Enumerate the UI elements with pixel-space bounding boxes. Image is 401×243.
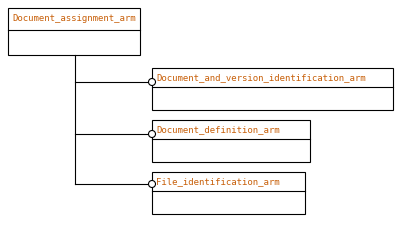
Circle shape bbox=[148, 130, 156, 138]
Text: Document_assignment_arm: Document_assignment_arm bbox=[12, 14, 136, 23]
Bar bbox=[8, 8, 140, 55]
Circle shape bbox=[148, 181, 156, 188]
Bar bbox=[152, 68, 393, 110]
Text: File_identification_arm: File_identification_arm bbox=[156, 177, 279, 186]
Text: Document_definition_arm: Document_definition_arm bbox=[156, 125, 279, 134]
Bar bbox=[152, 172, 305, 214]
Bar bbox=[152, 120, 310, 162]
Circle shape bbox=[148, 78, 156, 86]
Text: Document_and_version_identification_arm: Document_and_version_identification_arm bbox=[156, 73, 366, 82]
